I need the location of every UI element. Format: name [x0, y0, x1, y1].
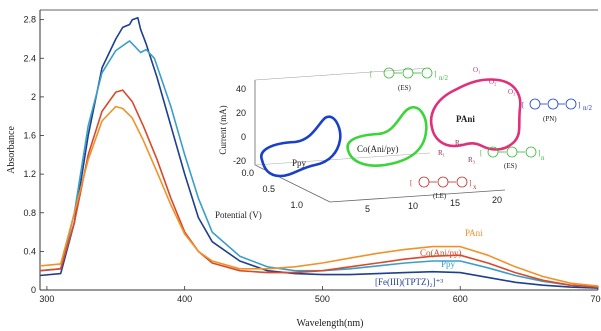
es-top-label: (ES) — [398, 84, 412, 92]
marker-r1: R₁ — [438, 149, 445, 157]
inset-back-edge — [254, 152, 431, 166]
structure-es-right: [ ] n (ES) — [480, 146, 545, 170]
inset-ytick-0: 0 — [241, 132, 246, 142]
svg-text:]: ] — [469, 179, 471, 187]
inset-ylabel: Current (mA) — [218, 105, 228, 154]
x-tick-label: 700 — [590, 294, 601, 304]
series-lines — [39, 16, 599, 289]
inset-xtick-0: 0.0 — [241, 168, 254, 178]
inset-xlabel: Potential (V) — [215, 210, 262, 220]
y-ticks: 0 0.4 0.8 1.2 1.6 2 2.4 2.8 — [23, 15, 44, 295]
pn-label: (PN) — [543, 115, 557, 123]
inset-ztick-20: 20 — [492, 195, 502, 205]
marker-o2: O₂ — [489, 78, 497, 86]
cv-loop-ppy — [260, 115, 342, 178]
x-tick-label: 500 — [315, 294, 330, 304]
series-label-fe: [Fe(III)(TPTZ)₂]⁺³ — [375, 277, 443, 287]
marker-r2: R₂ — [455, 139, 463, 147]
svg-text:n/2: n/2 — [439, 74, 448, 82]
structure-le: [ ] x (LE) — [410, 176, 477, 200]
svg-text:[: [ — [410, 179, 413, 187]
x-tick-label: 400 — [177, 294, 192, 304]
svg-text:[: [ — [370, 70, 373, 78]
series-label-pani: PAni — [465, 228, 483, 238]
series-label-ppy: Ppy — [441, 259, 456, 269]
y-tick-label: 2.4 — [23, 53, 36, 63]
svg-text:n: n — [541, 154, 545, 162]
inset-ytick-40: 40 — [236, 84, 246, 94]
cv-loop-pani — [429, 78, 522, 151]
x-tick-label: 600 — [453, 294, 468, 304]
inset-ytick-neg20: -20 — [233, 156, 246, 166]
cv-label-ppy: Ppy — [292, 158, 307, 168]
inset-ztick-15: 15 — [450, 198, 460, 208]
x-tick-label: 300 — [39, 294, 54, 304]
series-line-2 — [39, 89, 599, 288]
inset-ytick-20: 20 — [236, 108, 246, 118]
structure-pn: [ ] n/2 (PN) — [522, 98, 592, 123]
series-label-co: Co(Ani/py) — [420, 248, 462, 258]
series-line-1 — [39, 40, 599, 288]
le-label: (LE) — [433, 192, 447, 200]
y-tick-label: 2 — [31, 92, 36, 102]
svg-text:]: ] — [578, 101, 580, 109]
inset-ztick-10: 10 — [408, 201, 418, 211]
es-right-label: (ES) — [504, 162, 518, 170]
cv-label-co: Co(Ani/py) — [357, 144, 399, 154]
y-tick-label: 0.4 — [23, 246, 36, 256]
cv-loop-co — [346, 106, 428, 167]
y-tick-label: 1.6 — [23, 131, 36, 141]
x-ticks: 300 400 500 600 700 — [39, 286, 601, 304]
marker-o3: O₃ — [508, 88, 516, 96]
inset-depth-axis — [329, 189, 506, 203]
svg-text:]: ] — [538, 149, 540, 157]
y-axis-label: Absorbance — [6, 126, 17, 174]
inset-xtick-05: 0.5 — [262, 184, 275, 194]
inset-ztick-5: 5 — [365, 204, 370, 214]
inset-top-edge — [254, 67, 431, 81]
structure-es-top: [ ] n/2 (ES) — [370, 67, 448, 92]
inset-cv-plot: 40 20 0 -20 Current (mA) 0.0 0.5 1.0 Pot… — [215, 66, 592, 220]
marker-o1: O₁ — [473, 66, 481, 74]
svg-text:[: [ — [480, 149, 483, 157]
svg-text:[: [ — [522, 101, 525, 109]
y-tick-label: 2.8 — [23, 15, 36, 25]
y-tick-label: 0.8 — [23, 208, 36, 218]
y-tick-label: 0 — [31, 285, 36, 295]
svg-text:n/2: n/2 — [583, 104, 592, 112]
series-line-3 — [39, 105, 599, 287]
svg-text:x: x — [473, 183, 477, 191]
inset-xtick-1: 1.0 — [290, 200, 303, 210]
x-axis-label: Wavelength(nm) — [297, 318, 364, 329]
marker-r3: R₃ — [468, 156, 476, 164]
y-tick-label: 1.2 — [23, 169, 36, 179]
svg-text:]: ] — [434, 70, 436, 78]
cv-label-pani: PAni — [456, 114, 475, 124]
series-line-0 — [39, 16, 599, 289]
